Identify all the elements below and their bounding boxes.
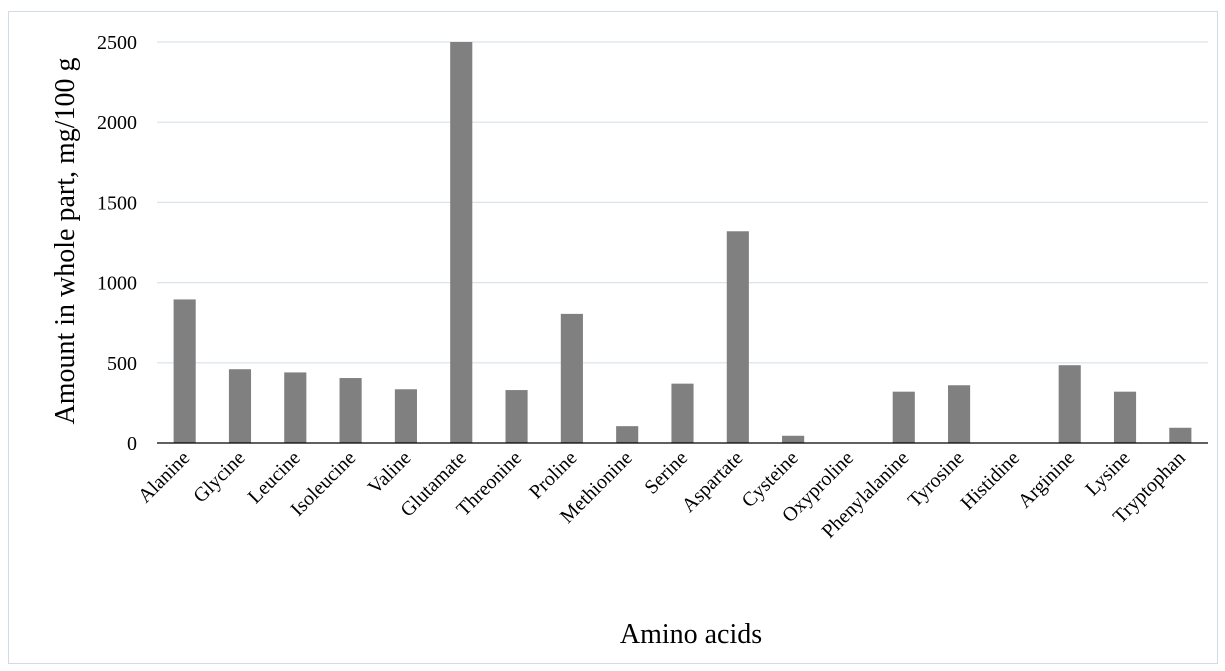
x-tick-label: Alanine <box>134 447 194 507</box>
bar-tyrosine <box>948 385 971 443</box>
bar-glutamate <box>450 42 473 443</box>
bar-serine <box>671 383 694 443</box>
bar-arginine <box>1058 365 1081 443</box>
bar-valine <box>394 389 417 443</box>
y-tick-label: 1000 <box>97 273 137 295</box>
bar-proline <box>560 313 583 443</box>
bar-isoleucine <box>339 378 362 443</box>
chart-frame <box>8 11 1218 664</box>
y-tick-labels: 0 500 1000 1500 2000 2500 <box>97 32 137 455</box>
bar-leucine <box>284 372 307 443</box>
x-tick-label: Serine <box>640 447 692 499</box>
bar-phenylalanine <box>892 391 915 443</box>
bar-tryptophan <box>1169 427 1192 443</box>
x-tick-label: Valine <box>364 447 416 499</box>
bar-alanine <box>173 299 196 443</box>
y-tick-label: 0 <box>127 433 137 455</box>
y-tick-label: 2000 <box>97 112 137 134</box>
x-tick-label: Lysine <box>1081 447 1134 500</box>
bars <box>173 42 1192 443</box>
x-tick-label: Glycine <box>189 447 249 507</box>
gridlines <box>157 41 1208 364</box>
bar-threonine <box>505 390 528 443</box>
bar-methionine <box>616 426 639 443</box>
bar-aspartate <box>726 231 749 443</box>
bar-cysteine <box>782 435 805 443</box>
y-tick-label: 500 <box>107 353 137 375</box>
bar-glycine <box>228 369 252 443</box>
y-tick-label: 2500 <box>97 32 137 54</box>
x-tick-label: Histidine <box>957 447 1024 514</box>
x-tick-label: Arginine <box>1014 447 1080 513</box>
y-tick-label: 1500 <box>97 192 137 214</box>
bar-lysine <box>1113 391 1137 443</box>
x-axis-title: Amino acids <box>620 619 762 650</box>
y-axis-title: Amount in whole part, mg/100 g <box>50 57 81 424</box>
x-tick-label: Aspartate <box>678 447 748 517</box>
